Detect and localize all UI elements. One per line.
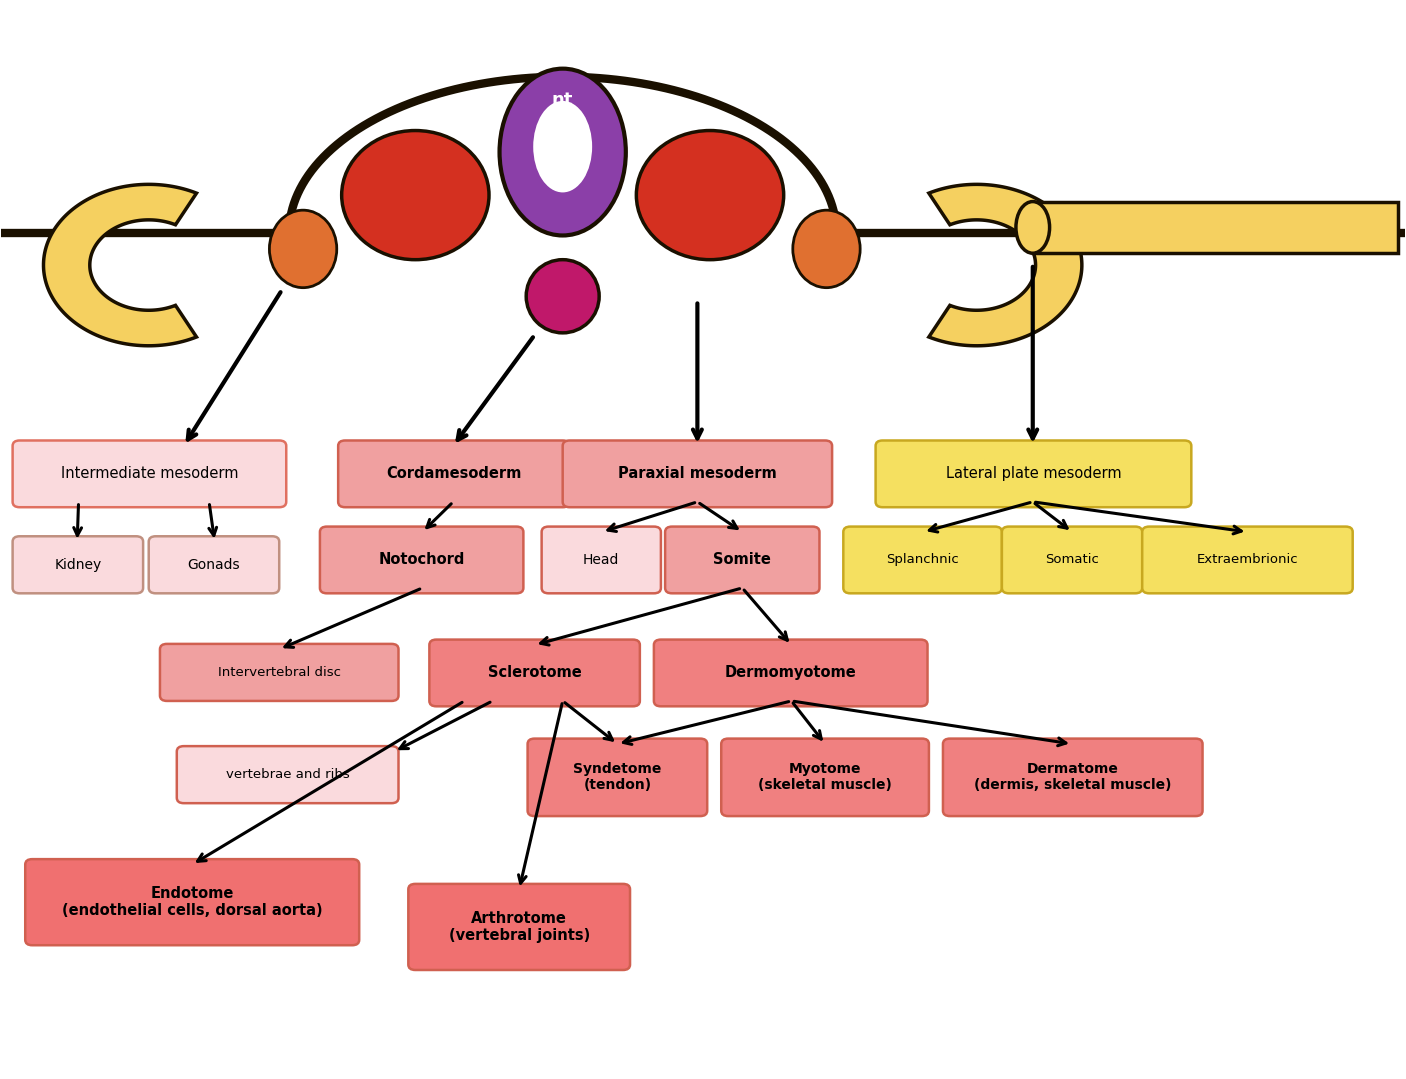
FancyBboxPatch shape [876,440,1191,507]
Text: Lateral plate mesoderm: Lateral plate mesoderm [946,466,1121,481]
Text: Intermediate mesoderm: Intermediate mesoderm [60,466,238,481]
Polygon shape [929,185,1081,345]
Text: Kidney: Kidney [55,558,101,572]
FancyBboxPatch shape [1142,527,1353,593]
Text: Somite: Somite [713,552,772,568]
Text: Gonads: Gonads [187,558,240,572]
Text: Splanchnic: Splanchnic [886,554,959,566]
Text: Syndetome
(tendon): Syndetome (tendon) [574,762,662,792]
Text: nt: nt [553,92,574,109]
Ellipse shape [533,101,592,192]
FancyBboxPatch shape [25,859,359,945]
FancyBboxPatch shape [654,640,928,707]
Text: Arthrotome
(vertebral joints): Arthrotome (vertebral joints) [449,911,589,943]
Text: Head: Head [583,552,620,566]
Polygon shape [44,185,197,345]
Text: Sclerotome: Sclerotome [488,666,582,681]
Text: Dermomyotome: Dermomyotome [725,666,856,681]
FancyBboxPatch shape [177,747,398,803]
FancyBboxPatch shape [339,440,569,507]
Text: Somatic: Somatic [1045,554,1099,566]
Text: Dermatome
(dermis, skeletal muscle): Dermatome (dermis, skeletal muscle) [974,762,1171,792]
FancyBboxPatch shape [541,527,661,593]
Text: Endotome
(endothelial cells, dorsal aorta): Endotome (endothelial cells, dorsal aort… [62,886,322,918]
FancyBboxPatch shape [13,440,287,507]
Text: Notochord: Notochord [378,552,465,568]
Text: Myotome
(skeletal muscle): Myotome (skeletal muscle) [758,762,891,792]
FancyBboxPatch shape [429,640,640,707]
Ellipse shape [270,210,337,288]
FancyBboxPatch shape [562,440,832,507]
Text: Intervertebral disc: Intervertebral disc [218,666,340,679]
FancyBboxPatch shape [943,739,1202,816]
FancyBboxPatch shape [721,739,929,816]
FancyBboxPatch shape [321,527,523,593]
Text: Extraembrionic: Extraembrionic [1197,554,1298,566]
Text: vertebrae and ribs: vertebrae and ribs [226,768,350,781]
Ellipse shape [793,210,860,288]
FancyBboxPatch shape [844,527,1002,593]
Text: Cordamesoderm: Cordamesoderm [387,466,522,481]
Ellipse shape [1017,202,1050,254]
FancyBboxPatch shape [13,536,143,593]
FancyBboxPatch shape [408,884,630,970]
Ellipse shape [342,131,489,260]
FancyBboxPatch shape [1002,527,1142,593]
Ellipse shape [526,260,599,332]
Ellipse shape [637,131,783,260]
Polygon shape [1033,202,1398,254]
FancyBboxPatch shape [665,527,820,593]
Text: Paraxial mesoderm: Paraxial mesoderm [619,466,776,481]
Ellipse shape [499,69,626,235]
FancyBboxPatch shape [160,644,398,701]
FancyBboxPatch shape [527,739,707,816]
FancyBboxPatch shape [149,536,280,593]
